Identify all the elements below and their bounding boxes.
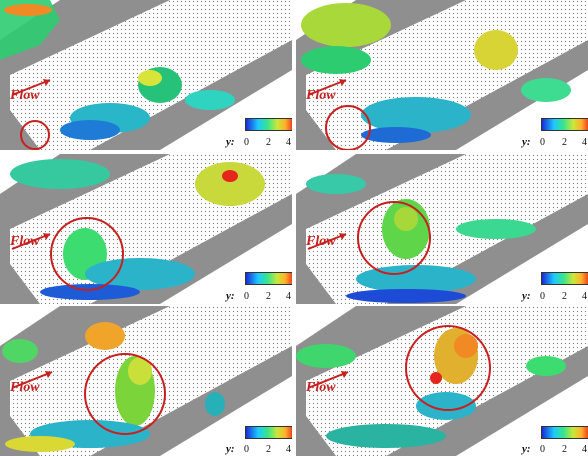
colorbar-variable: y:	[522, 136, 531, 148]
flow-label: Flow	[306, 234, 336, 249]
colorbar-variable: y:	[522, 290, 531, 302]
colorbar-variable: y:	[226, 443, 235, 455]
panel-5: Flow y: 0 2 4	[0, 306, 292, 456]
panel-5-scene	[0, 306, 292, 456]
colorbar-tick: 2	[266, 291, 271, 302]
flow-label: Flow	[306, 380, 336, 395]
colorbar-tick: 4	[582, 291, 587, 302]
colorbar-tick: 2	[562, 291, 567, 302]
colorbar-variable: y:	[522, 443, 531, 455]
panel-3: Flow y: 0 2 4	[0, 154, 292, 304]
panel-4-scene	[296, 154, 588, 304]
colorbar-tick: 0	[244, 137, 249, 148]
colorbar-tick: 2	[562, 137, 567, 148]
colorbar	[541, 272, 588, 285]
flow-label: Flow	[10, 88, 40, 103]
colorbar	[245, 426, 292, 439]
colorbar	[245, 118, 292, 131]
colorbar-tick: 0	[540, 444, 545, 455]
colorbar-tick: 2	[562, 444, 567, 455]
colorbar-tick: 0	[540, 137, 545, 148]
colorbar-tick: 4	[582, 444, 587, 455]
colorbar-tick: 0	[244, 291, 249, 302]
colorbar-tick: 4	[286, 291, 291, 302]
colorbar-variable: y:	[226, 290, 235, 302]
panel-6-scene	[296, 306, 588, 456]
panel-3-scene	[0, 154, 292, 304]
panel-1: Flow y: 0 2 4	[0, 0, 292, 150]
panel-1-scene	[0, 0, 292, 150]
colorbar	[541, 426, 588, 439]
panel-4: Flow y: 0 2 4	[296, 154, 588, 304]
flow-label: Flow	[10, 234, 40, 249]
panel-2: Flow y: 0 2 4	[296, 0, 588, 150]
colorbar-tick: 0	[540, 291, 545, 302]
colorbar-tick: 4	[286, 444, 291, 455]
colorbar	[541, 118, 588, 131]
flow-label: Flow	[306, 88, 336, 103]
colorbar-tick: 2	[266, 137, 271, 148]
colorbar-tick: 4	[286, 137, 291, 148]
colorbar-tick: 4	[582, 137, 587, 148]
panel-2-scene	[296, 0, 588, 150]
flow-label: Flow	[10, 380, 40, 395]
highlight-circle	[20, 120, 50, 150]
flow-arrow	[11, 79, 51, 96]
colorbar-variable: y:	[226, 136, 235, 148]
colorbar	[245, 272, 292, 285]
panel-6: Flow y: 0 2 4	[296, 306, 588, 456]
colorbar-tick: 0	[244, 444, 249, 455]
colorbar-tick: 2	[266, 444, 271, 455]
